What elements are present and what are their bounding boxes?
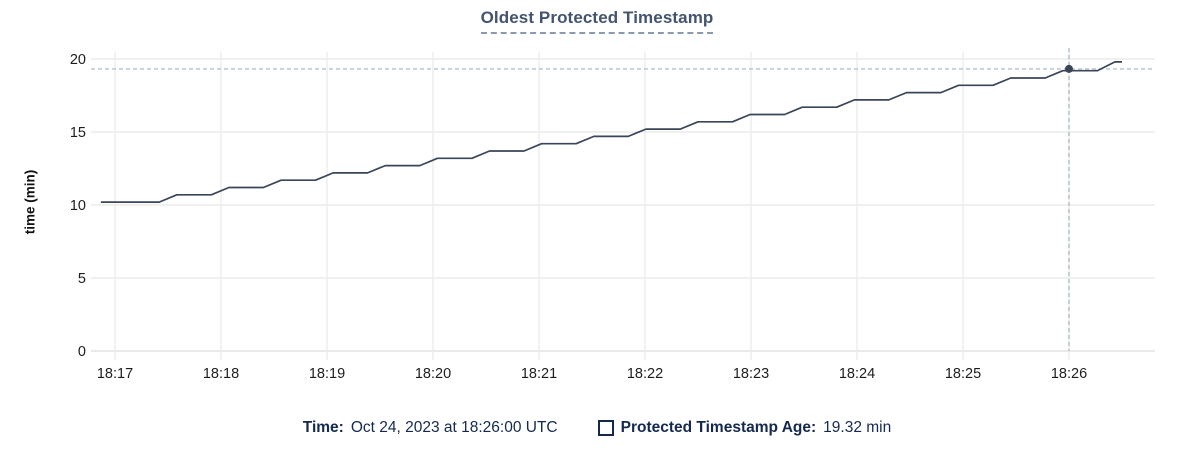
x-tick-label: 18:24	[839, 366, 875, 382]
tooltip-age-value: 19.32 min	[823, 419, 892, 436]
chart-tooltip-legend: Time: Oct 24, 2023 at 18:26:00 UTC Prote…	[0, 419, 1194, 437]
y-tick-label: 0	[78, 344, 86, 360]
x-tick-label: 18:23	[733, 366, 769, 382]
tooltip-age-label[interactable]: Protected Timestamp Age:	[620, 419, 817, 436]
x-tick-label: 18:26	[1051, 366, 1087, 382]
x-tick-label: 18:19	[309, 366, 345, 382]
y-tick-label: 20	[70, 52, 86, 68]
x-tick-label: 18:20	[415, 366, 451, 382]
chart-title[interactable]: Oldest Protected Timestamp	[480, 8, 714, 34]
y-tick-label: 10	[70, 198, 86, 214]
hover-point-marker[interactable]	[1065, 64, 1073, 73]
chart-title-row: Oldest Protected Timestamp	[0, 8, 1194, 34]
legend-checkbox-icon[interactable]	[597, 420, 614, 436]
y-tick-label: 15	[70, 125, 86, 141]
tooltip-time-value: Oct 24, 2023 at 18:26:00 UTC	[350, 419, 558, 436]
y-axis-title: time (min)	[22, 169, 38, 235]
x-tick-label: 18:22	[627, 366, 663, 382]
y-tick-label: 5	[78, 271, 86, 287]
x-tick-label: 18:21	[521, 366, 557, 382]
tooltip-time-label: Time:	[302, 419, 344, 436]
series-line-protected-timestamp-age	[100, 61, 1122, 203]
x-tick-label: 18:18	[203, 366, 239, 382]
x-tick-label: 18:25	[945, 366, 981, 382]
x-tick-label: 18:17	[97, 366, 133, 382]
